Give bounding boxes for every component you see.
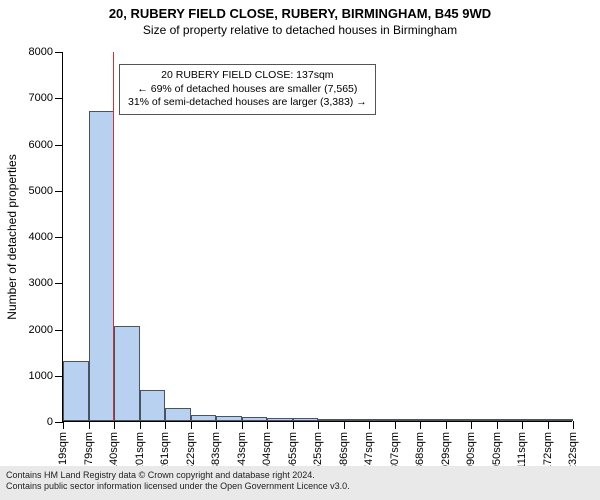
histogram-bar xyxy=(344,419,370,421)
plot-wrap: Number of detached properties Distributi… xyxy=(62,52,572,422)
x-tick xyxy=(267,421,268,429)
histogram-bar xyxy=(191,415,217,421)
histogram-bar xyxy=(497,419,523,421)
footer-line-2: Contains public sector information licen… xyxy=(6,481,594,492)
footer: Contains HM Land Registry data © Crown c… xyxy=(0,466,600,500)
x-tick xyxy=(522,421,523,429)
annotation-line: 31% of semi-detached houses are larger (… xyxy=(128,96,367,110)
x-tick xyxy=(318,421,319,429)
property-marker-line xyxy=(113,52,114,421)
x-tick xyxy=(140,421,141,429)
histogram-bar xyxy=(369,419,395,421)
plot-area: 01000200030004000500060007000800019sqm79… xyxy=(62,52,572,422)
histogram-bar xyxy=(89,111,115,421)
y-tick-label: 4000 xyxy=(29,231,63,243)
y-tick-label: 3000 xyxy=(29,277,63,289)
y-tick-label: 5000 xyxy=(29,185,63,197)
y-tick-label: 0 xyxy=(47,416,63,428)
x-tick xyxy=(89,421,90,429)
x-tick xyxy=(63,421,64,429)
x-tick xyxy=(165,421,166,429)
histogram-bar xyxy=(395,419,421,421)
x-tick xyxy=(471,421,472,429)
x-tick xyxy=(216,421,217,429)
x-tick xyxy=(344,421,345,429)
histogram-bar xyxy=(471,419,497,421)
page-title: 20, RUBERY FIELD CLOSE, RUBERY, BIRMINGH… xyxy=(0,0,600,21)
x-tick-label: 19sqm xyxy=(57,432,69,465)
page-subtitle: Size of property relative to detached ho… xyxy=(0,21,600,37)
histogram-bar xyxy=(293,418,319,421)
x-tick xyxy=(420,421,421,429)
histogram-bar xyxy=(165,408,191,421)
x-tick xyxy=(395,421,396,429)
x-tick xyxy=(369,421,370,429)
x-tick xyxy=(242,421,243,429)
y-tick-label: 8000 xyxy=(29,46,63,58)
x-tick xyxy=(548,421,549,429)
histogram-bar xyxy=(63,361,89,421)
histogram-bar xyxy=(420,419,446,421)
histogram-bar xyxy=(114,326,140,421)
x-tick xyxy=(573,421,574,429)
histogram-bar xyxy=(446,419,472,421)
annotation-box: 20 RUBERY FIELD CLOSE: 137sqm← 69% of de… xyxy=(119,64,376,115)
histogram-bar xyxy=(216,416,242,421)
x-tick xyxy=(191,421,192,429)
footer-line-1: Contains HM Land Registry data © Crown c… xyxy=(6,470,594,481)
histogram-bar xyxy=(242,417,268,421)
histogram-bar xyxy=(140,390,166,421)
x-tick xyxy=(497,421,498,429)
y-tick-label: 7000 xyxy=(29,92,63,104)
histogram-bar xyxy=(318,419,344,421)
y-tick-label: 6000 xyxy=(29,139,63,151)
x-tick xyxy=(114,421,115,429)
y-tick-label: 2000 xyxy=(29,324,63,336)
annotation-line: 20 RUBERY FIELD CLOSE: 137sqm xyxy=(128,69,367,83)
histogram-bar xyxy=(267,418,293,421)
histogram-bar xyxy=(522,419,548,421)
annotation-line: ← 69% of detached houses are smaller (7,… xyxy=(128,83,367,97)
x-tick xyxy=(446,421,447,429)
x-tick-label: 79sqm xyxy=(83,432,95,465)
x-tick xyxy=(293,421,294,429)
y-axis-label: Number of detached properties xyxy=(5,154,19,319)
chart-container: 20, RUBERY FIELD CLOSE, RUBERY, BIRMINGH… xyxy=(0,0,600,500)
y-tick-label: 1000 xyxy=(29,370,63,382)
histogram-bar xyxy=(548,419,574,421)
